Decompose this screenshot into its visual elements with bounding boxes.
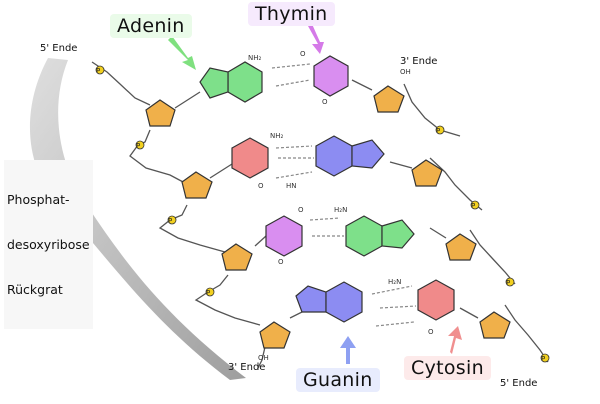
sugar-left-4 xyxy=(259,321,291,349)
adenine-five-ring-top xyxy=(199,67,229,99)
phosphates: P P P P P P P xyxy=(95,65,550,363)
sugar-right-3 xyxy=(445,233,477,261)
cytosine-ring-bottom xyxy=(417,279,455,321)
atom-o-row2: O xyxy=(258,182,264,190)
guanine-label: Guanin xyxy=(296,368,380,392)
hydrogen-bonds xyxy=(271,63,417,327)
phosphate-left-2: P xyxy=(135,140,145,150)
thymine-arrow xyxy=(308,24,324,54)
svg-text:P: P xyxy=(168,217,172,225)
backbone-label-line3: Rückgrat xyxy=(7,282,63,297)
sugar-right-4 xyxy=(479,311,511,339)
base-rings xyxy=(199,55,455,323)
end-5-top-label: 5' Ende xyxy=(40,43,78,54)
cytosine-ring-row2 xyxy=(231,137,269,179)
backbone-label-line1: Phosphat- xyxy=(7,192,70,207)
svg-text:P: P xyxy=(506,279,510,287)
sugar-right-2 xyxy=(411,159,443,187)
svg-text:P: P xyxy=(436,127,440,135)
end-5-bottom-label: 5' Ende xyxy=(500,378,538,389)
guanine-ring-row2 xyxy=(315,135,353,177)
end-3-top-label: 3' Ende xyxy=(400,56,438,67)
cytosine-label: Cytosin xyxy=(404,356,491,380)
sugar-left-1 xyxy=(145,99,176,127)
thymine-label: Thymin xyxy=(248,2,335,26)
end-3-bottom-label: 3' Ende xyxy=(228,362,266,373)
right-strand-bonds xyxy=(403,83,549,363)
svg-text:P: P xyxy=(206,289,210,297)
atom-nh2-row1: NH₂ xyxy=(248,54,262,62)
phosphate-left-4: P xyxy=(205,287,215,297)
backbone-label: Phosphat- desoxyribose Rückgrat xyxy=(4,160,93,329)
label-arrows xyxy=(168,24,462,364)
phosphate-right-2: P xyxy=(470,200,480,210)
phosphate-left-3: P xyxy=(167,215,177,225)
atom-o-row1-bottom: O xyxy=(322,98,328,106)
atom-labels: NH₂ O O OH NH₂ O HN O H₂N O H₂N O OH xyxy=(248,50,434,362)
adenine-label: Adenin xyxy=(110,14,192,38)
svg-text:P: P xyxy=(96,67,100,75)
sugar-right-1 xyxy=(373,85,405,113)
adenine-arrow xyxy=(168,36,196,70)
svg-text:P: P xyxy=(541,355,545,363)
adenine-ring-top xyxy=(227,61,263,103)
phosphate-left-1: P xyxy=(95,65,105,75)
guanine-ring-bottom xyxy=(325,281,363,323)
atom-oh-row1: OH xyxy=(400,68,411,76)
sugars xyxy=(145,85,511,349)
atom-hn-row2: HN xyxy=(286,182,297,190)
phosphate-right-3: P xyxy=(505,277,515,287)
svg-text:P: P xyxy=(471,202,475,210)
sugar-left-3 xyxy=(221,243,253,271)
glycosidic-bonds xyxy=(174,79,479,319)
phosphate-right-1: P xyxy=(435,125,445,135)
atom-h2n-row3: H₂N xyxy=(334,206,347,214)
backbone-label-line2: desoxyribose xyxy=(7,237,90,252)
thymine-ring-row3 xyxy=(265,215,303,257)
guanine-five-ring-bottom xyxy=(295,285,327,313)
thymine-ring-top xyxy=(313,55,349,97)
svg-text:P: P xyxy=(136,142,140,150)
adenine-five-ring-row3 xyxy=(381,219,415,249)
adenine-ring-row3 xyxy=(345,215,383,257)
atom-o-row1-top: O xyxy=(300,50,306,58)
phosphate-right-4: P xyxy=(540,353,550,363)
atom-o-row4: O xyxy=(428,328,434,336)
guanine-five-ring-row2 xyxy=(351,139,385,169)
cytosine-arrow xyxy=(448,326,462,354)
atom-h2n-row4: H₂N xyxy=(388,278,401,286)
guanine-arrow xyxy=(340,336,356,364)
atom-o-row3: O xyxy=(298,206,304,214)
atom-o-row3-bottom: O xyxy=(278,258,284,266)
sugar-left-2 xyxy=(181,171,213,199)
atom-oh-bottom: OH xyxy=(258,354,269,362)
atom-nh2-row2: NH₂ xyxy=(270,132,284,140)
